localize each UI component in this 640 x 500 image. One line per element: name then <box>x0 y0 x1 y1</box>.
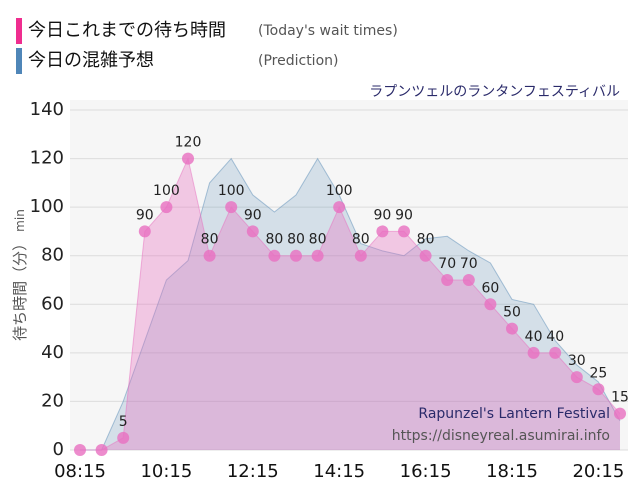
marker <box>398 225 410 238</box>
marker <box>95 444 108 456</box>
marker <box>74 444 86 456</box>
marker <box>441 274 454 286</box>
y-tick-label: 20 <box>41 390 64 411</box>
y-tick-label: 80 <box>41 245 64 266</box>
data-label: 120 <box>175 135 202 151</box>
data-label: 80 <box>352 232 370 248</box>
data-label: 100 <box>218 183 245 199</box>
x-tick-label: 20:15 <box>572 461 624 482</box>
marker <box>268 249 281 262</box>
data-label: 100 <box>326 183 353 199</box>
data-label: 80 <box>201 232 219 248</box>
data-label: 40 <box>525 329 543 345</box>
x-tick-label: 10:15 <box>140 461 192 482</box>
data-label: 50 <box>503 305 521 321</box>
marker <box>290 249 302 262</box>
marker <box>182 152 194 165</box>
data-label: 25 <box>589 365 607 381</box>
watermark: https://disneyreal.asumirai.info <box>392 428 610 444</box>
y-tick-label: 140 <box>30 99 64 120</box>
marker <box>311 249 324 262</box>
area <box>80 158 620 451</box>
data-label: 80 <box>309 232 327 248</box>
legend-swatch <box>16 18 22 44</box>
y-tick-label: 100 <box>30 196 64 217</box>
y-tick-label: 60 <box>41 293 64 314</box>
marker <box>138 225 151 238</box>
marker <box>354 249 367 262</box>
x-tick-label: 18:15 <box>486 461 538 482</box>
legend-label: 今日これまでの待ち時間 <box>28 20 226 41</box>
x-tick-label: 12:15 <box>227 461 279 482</box>
x-tick-label: 14:15 <box>313 461 365 482</box>
data-label: 90 <box>373 207 391 223</box>
data-label: 30 <box>568 353 586 369</box>
marker <box>506 322 518 335</box>
data-label: 60 <box>481 280 499 296</box>
line <box>80 157 621 451</box>
marker <box>419 249 432 262</box>
data-label: 15 <box>611 390 629 406</box>
legend-label: 今日の混雑予想 <box>28 50 154 71</box>
marker <box>527 346 540 359</box>
data-label: 5 <box>119 414 128 430</box>
data-label: 90 <box>395 207 413 223</box>
marker <box>570 371 583 384</box>
marker <box>160 201 173 214</box>
marker <box>117 431 130 444</box>
data-label: 70 <box>438 256 456 272</box>
data-label: 80 <box>287 232 305 248</box>
marker <box>462 274 475 286</box>
y-tick-label: 40 <box>41 342 64 363</box>
x-tick-label: 16:15 <box>400 461 452 482</box>
legend-note: (Today's wait times) <box>258 23 398 39</box>
marker <box>246 225 259 238</box>
legend-note: (Prediction) <box>258 53 338 69</box>
y-tick-label: 0 <box>53 439 64 460</box>
data-label: 100 <box>153 183 180 199</box>
marker <box>225 201 238 214</box>
data-label: 70 <box>460 256 478 272</box>
data-label: 90 <box>244 207 262 223</box>
marker <box>333 201 346 214</box>
y-axis-unit: min <box>13 209 27 232</box>
data-label: 80 <box>417 232 435 248</box>
legend-swatch <box>16 48 22 74</box>
y-axis-label: 待ち時間（分） min <box>11 209 29 341</box>
chart-subtitle: ラプンツェルのランタンフェスティバル <box>369 84 620 100</box>
x-tick-label: 08:15 <box>54 461 106 482</box>
data-label: 40 <box>546 329 564 345</box>
data-label: 90 <box>136 207 154 223</box>
marker <box>549 346 562 359</box>
watermark: Rapunzel's Lantern Festival <box>418 406 610 422</box>
marker <box>614 407 626 420</box>
marker <box>592 383 605 396</box>
y-axis-label-text: 待ち時間（分） <box>11 236 29 341</box>
data-label: 80 <box>265 232 283 248</box>
marker <box>376 225 389 238</box>
area <box>80 158 620 451</box>
marker <box>203 249 216 262</box>
marker <box>484 298 497 311</box>
y-tick-label: 120 <box>30 148 64 169</box>
